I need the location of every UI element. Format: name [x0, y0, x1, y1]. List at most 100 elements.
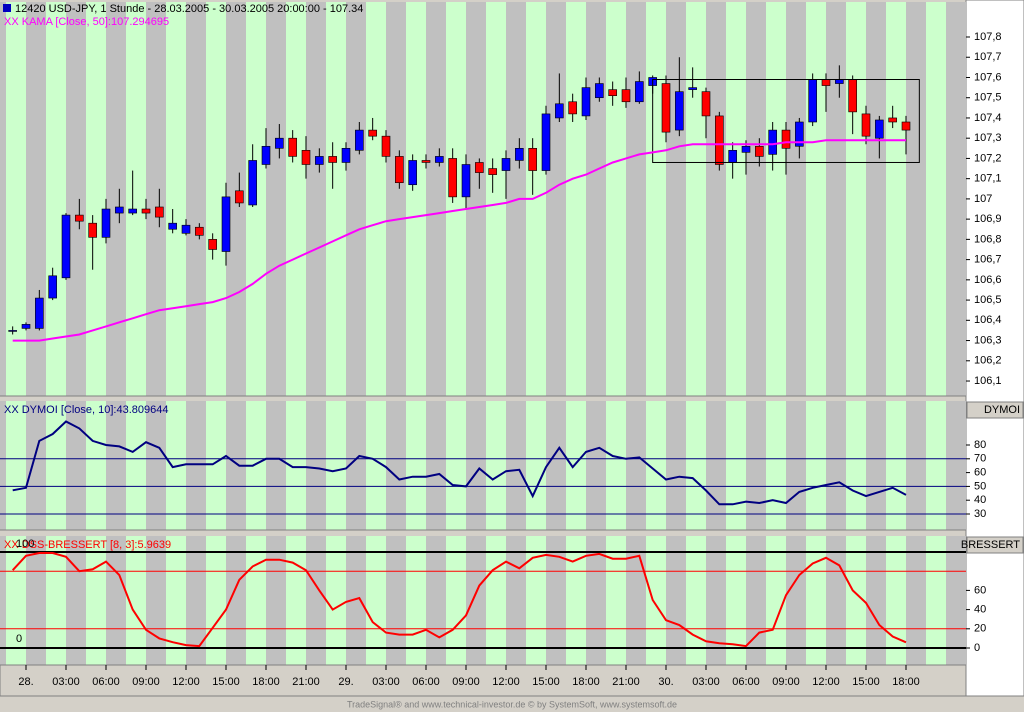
stripe	[726, 401, 746, 530]
y-tick-label: 106,3	[974, 334, 1002, 346]
stripe	[726, 2, 746, 396]
candle-body	[21, 324, 31, 329]
candle-body	[715, 115, 724, 165]
candle-body	[755, 145, 764, 157]
stripe	[766, 401, 786, 530]
stripe	[6, 2, 26, 396]
stripe	[406, 401, 426, 530]
icon	[3, 4, 11, 12]
stripe	[846, 2, 866, 396]
candle-body	[408, 160, 417, 186]
stripe	[6, 401, 26, 530]
y-tick-label: 70	[974, 453, 986, 465]
candle-body	[848, 79, 857, 113]
stripe	[206, 2, 226, 396]
candle-body	[435, 156, 444, 163]
stripe	[86, 536, 106, 665]
candle-body	[621, 89, 631, 103]
y-tick-label: 107,2	[974, 152, 1002, 164]
level-label: 100	[16, 538, 34, 550]
stripe	[46, 401, 66, 530]
candle-body	[421, 160, 431, 163]
x-tick-label: 12:00	[172, 676, 200, 688]
candle-body	[875, 119, 884, 139]
y-tick-label: 50	[974, 480, 986, 492]
candle-body	[581, 87, 591, 117]
candle-body	[181, 224, 191, 234]
candle-body	[488, 168, 497, 175]
y-tick-label: 106,6	[974, 274, 1002, 286]
stripe	[286, 2, 306, 396]
stripe	[886, 401, 906, 530]
candle-body	[541, 113, 551, 171]
stripe	[886, 536, 906, 665]
candle-body	[635, 81, 644, 103]
candle-body	[355, 129, 364, 151]
candle-body	[301, 150, 311, 165]
candle-body	[275, 137, 284, 149]
candle-body	[235, 190, 244, 204]
stripe	[526, 2, 546, 396]
candle-body	[48, 275, 57, 299]
x-tick-label: 09:00	[772, 676, 800, 688]
stripe	[406, 536, 426, 665]
candle-body	[475, 162, 484, 173]
y-tick-label: 80	[974, 439, 986, 451]
candle-body	[888, 117, 897, 123]
y-tick-label: 107	[974, 193, 992, 205]
stripe	[926, 401, 946, 530]
candle-body	[461, 164, 471, 198]
y-tick-label: 107,4	[974, 112, 1002, 124]
panel-name: BRESSERT	[961, 539, 1020, 551]
x-tick-label: 03:00	[372, 676, 400, 688]
candle-body	[768, 129, 777, 155]
x-tick-label: 09:00	[452, 676, 480, 688]
stripe	[686, 401, 706, 530]
candle-body	[88, 222, 97, 238]
candle-body	[515, 148, 524, 161]
candle-body	[568, 101, 577, 115]
x-tick-label: 18:00	[252, 676, 280, 688]
stripe	[766, 536, 786, 665]
stripe	[366, 536, 386, 665]
x-tick-label: 15:00	[212, 676, 240, 688]
y-tick-label: 107,5	[974, 92, 1002, 104]
stripe	[326, 536, 346, 665]
y-tick-label: 106,7	[974, 254, 1002, 266]
x-tick-label: 03:00	[52, 676, 80, 688]
stripe	[406, 2, 426, 396]
x-tick-label: 12:00	[812, 676, 840, 688]
candle-body	[8, 330, 17, 332]
stripe	[566, 536, 586, 665]
x-tick-label: 03:00	[692, 676, 720, 688]
candle-body	[208, 239, 217, 250]
stripe	[286, 536, 306, 665]
candle-body	[315, 156, 324, 165]
indicator-line	[11, 552, 907, 648]
stripe	[926, 536, 946, 665]
footer: TradeSignal® and www.technical-investor.…	[347, 699, 677, 709]
legend-entry: XX DYMOI [Close, 10]:43.809644	[4, 404, 168, 416]
panel-name: DYMOI	[984, 404, 1020, 416]
stripe	[646, 2, 666, 396]
chart-title: 12420 USD-JPY, 1 Stunde - 28.03.2005 - 3…	[15, 3, 363, 15]
panel-bg	[0, 401, 966, 530]
candle-body	[701, 91, 711, 117]
stripe	[126, 536, 146, 665]
candle-body	[221, 196, 231, 252]
y-tick-label: 107,1	[974, 173, 1002, 185]
stripe	[806, 536, 826, 665]
candle-body	[595, 83, 604, 99]
candle-body	[901, 121, 911, 131]
stripe	[446, 2, 466, 396]
candle-body	[728, 150, 737, 163]
stripe	[246, 401, 266, 530]
candle-body	[288, 137, 297, 157]
panel-name-box	[966, 401, 1024, 419]
candle-body	[608, 89, 617, 96]
y-tick-label: 106,1	[974, 375, 1002, 387]
x-tick-label: 29.	[338, 676, 353, 688]
stripe	[486, 401, 506, 530]
